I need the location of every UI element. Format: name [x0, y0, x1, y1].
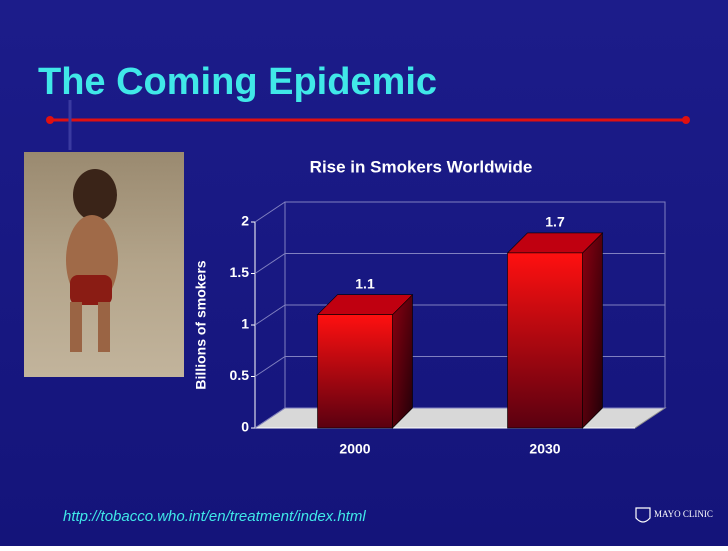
x-tick-label: 2030 — [529, 441, 560, 457]
value-label: 1.7 — [545, 214, 565, 230]
source-link[interactable]: http://tobacco.who.int/en/treatment/inde… — [63, 508, 366, 525]
bar-group — [506, 232, 604, 429]
logo-text: MAYO CLINIC — [654, 509, 713, 519]
floor — [253, 407, 667, 429]
rule-dot — [682, 116, 690, 124]
y-tick-label: 1 — [241, 316, 249, 332]
rule-dot — [46, 116, 54, 124]
value-label: 1.1 — [355, 275, 375, 291]
plot: 0 0.5 1 1.5 2 2000 1.1 2030 1.7 — [230, 201, 667, 457]
y-tick-label: 2 — [241, 213, 249, 229]
photo-figure — [73, 169, 117, 221]
logo-shield — [635, 507, 651, 523]
x-tick-label: 2000 — [339, 441, 370, 457]
slide-title: The Coming Epidemic — [38, 61, 437, 103]
bar — [317, 314, 393, 429]
photo-figure — [98, 302, 110, 352]
y-tick-label: 0 — [241, 419, 249, 435]
bar-side — [392, 293, 413, 429]
bar-group — [316, 293, 414, 429]
y-tick-label: 0.5 — [230, 367, 250, 383]
photo-figure — [70, 275, 112, 305]
bar-side — [582, 232, 603, 429]
bar — [507, 252, 583, 429]
y-axis-label: Billions of smokers — [193, 260, 209, 389]
chart-title: Rise in Smokers Worldwide — [310, 157, 533, 176]
y-tick-label: 1.5 — [230, 264, 250, 280]
photo-figure — [70, 302, 82, 352]
grid-line — [254, 201, 665, 223]
